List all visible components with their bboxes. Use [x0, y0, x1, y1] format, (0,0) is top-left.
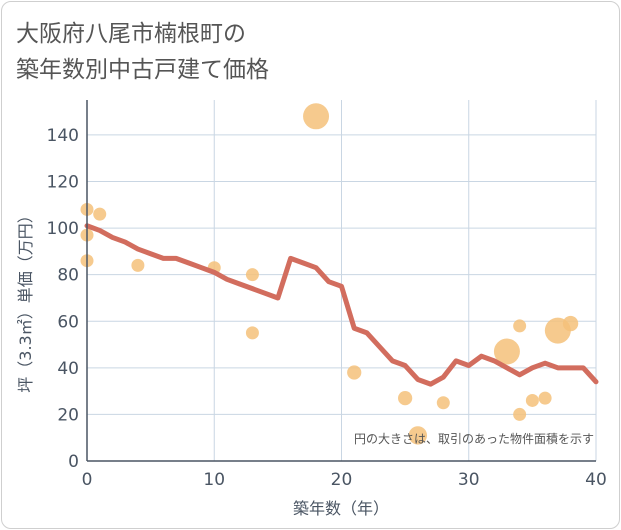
bubble-point-16: [525, 393, 539, 407]
bubble-size-note: 円の大きさは、取引のあった物件面積を示す: [354, 431, 594, 446]
bubble-point-11: [408, 426, 428, 445]
axes: [86, 100, 596, 462]
x-tick-label-3: 30: [458, 470, 480, 490]
y-tick-label-4: 80: [57, 266, 79, 286]
bubble-point-13: [493, 338, 520, 365]
y-tick-label-2: 40: [57, 359, 79, 379]
bubble-point-10: [398, 390, 413, 406]
bubble-point-7: [245, 326, 259, 340]
y-tick-label-1: 20: [57, 405, 79, 425]
average-line: [84, 223, 599, 387]
bubble-series: [80, 103, 579, 445]
y-tick-label-5: 100: [47, 219, 79, 239]
bubble-point-19: [562, 315, 579, 332]
bubble-point-6: [245, 268, 259, 282]
y-axis-label: 坪（3.3㎡）単価（万円）: [16, 207, 35, 392]
chart-title: 大阪府八尾市楠根町の 築年数別中古戸建て価格: [16, 16, 269, 88]
bubble-point-14: [513, 319, 527, 333]
chart-title-line-2: 築年数別中古戸建て価格: [16, 57, 269, 83]
x-tick-label-2: 20: [331, 470, 353, 490]
y-tick-label-6: 120: [47, 173, 79, 193]
bubble-point-12: [436, 396, 450, 410]
tick-labels: 0 10 20 30 40 0 20 40 60 80 100 120 140: [47, 126, 607, 490]
average-line-series: [84, 223, 599, 387]
bubble-point-9: [347, 365, 362, 380]
bubble-point-17: [538, 391, 552, 405]
bubble-point-8: [303, 103, 330, 130]
gridlines: [87, 100, 597, 461]
bubble-point-4: [131, 258, 145, 272]
x-tick-label-0: 0: [82, 470, 93, 490]
bubble-point-15: [513, 407, 527, 421]
y-tick-label-0: 0: [68, 452, 79, 472]
x-tick-label-1: 10: [203, 470, 225, 490]
bubble-point-3: [93, 207, 107, 221]
chart-title-line-1: 大阪府八尾市楠根町の: [16, 21, 246, 47]
x-tick-label-4: 40: [585, 470, 607, 490]
x-axis-label: 築年数（年）: [293, 499, 389, 518]
y-tick-label-7: 140: [47, 126, 79, 146]
y-tick-label-3: 60: [57, 312, 79, 332]
